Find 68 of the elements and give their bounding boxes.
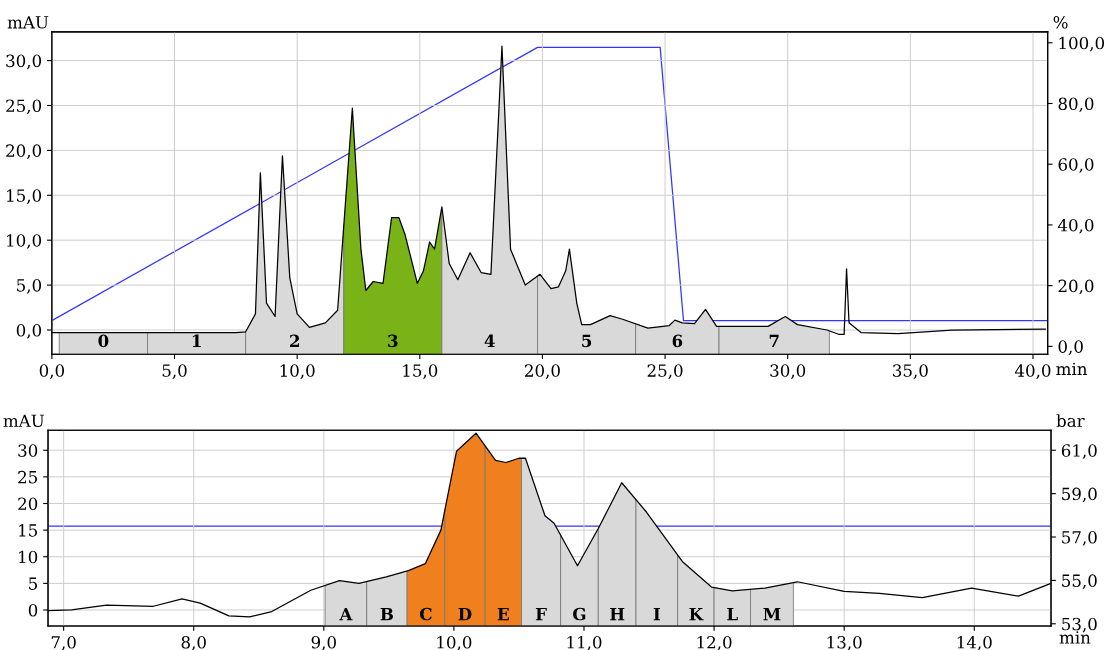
y2-tick-label: 61,0 bbox=[1061, 444, 1097, 459]
y-tick-label: 30,0 bbox=[6, 54, 42, 70]
x-tick-label: 9,0 bbox=[311, 635, 336, 650]
y2-axis-title: % bbox=[1053, 16, 1068, 29]
band-label: 6 bbox=[672, 334, 683, 348]
band-label: 3 bbox=[388, 334, 398, 348]
y-tick-label: 0,0 bbox=[16, 323, 42, 339]
x-tick-label: 35,0 bbox=[893, 364, 928, 379]
y-tick-label: 20,0 bbox=[6, 144, 42, 159]
y2-tick-label: 57,0 bbox=[1062, 530, 1097, 546]
band-label: 7 bbox=[769, 334, 779, 347]
y2-tick-label: 0,0 bbox=[1058, 340, 1083, 355]
y2-tick-label: 20,0 bbox=[1058, 279, 1094, 295]
y-tick-label: 25 bbox=[18, 470, 38, 484]
x-tick-label: 8,0 bbox=[181, 635, 206, 650]
x-axis-title: min bbox=[1056, 362, 1088, 375]
band-label: 0 bbox=[98, 334, 109, 348]
band-label: 4 bbox=[484, 334, 495, 347]
band-label: C bbox=[420, 607, 432, 621]
band-label: M bbox=[763, 607, 781, 621]
y-tick-label: 30 bbox=[18, 444, 38, 457]
y-tick-label: 0 bbox=[28, 603, 38, 617]
x-tick-label: 40,0 bbox=[1014, 364, 1051, 379]
band-label: E bbox=[497, 607, 509, 621]
y-tick-label: 5 bbox=[29, 577, 38, 590]
y2-tick-label: 100,0 bbox=[1059, 36, 1104, 52]
x-tick-label: 0,0 bbox=[39, 364, 65, 379]
x-tick-label: 7,0 bbox=[51, 635, 76, 650]
band-label: B bbox=[380, 607, 394, 621]
x-tick-label: 10,0 bbox=[437, 635, 472, 650]
x-tick-label: 10,0 bbox=[280, 364, 315, 379]
x-tick-label: 15,0 bbox=[403, 364, 438, 379]
x-tick-label: 12,0 bbox=[697, 635, 732, 650]
y-tick-label: 15,0 bbox=[7, 189, 42, 204]
band-label: 1 bbox=[192, 334, 201, 347]
y-tick-label: 15 bbox=[19, 524, 38, 537]
x-axis-title: min bbox=[1059, 631, 1091, 644]
y2-tick-label: 55,0 bbox=[1062, 574, 1097, 589]
band-label: K bbox=[689, 607, 704, 621]
band-label: H bbox=[610, 607, 625, 621]
y2-tick-label: 59,0 bbox=[1062, 487, 1097, 503]
y-tick-label: 10,0 bbox=[7, 234, 42, 249]
y2-axis-title: bar bbox=[1056, 414, 1085, 428]
band-label: I bbox=[653, 607, 660, 621]
x-tick-label: 13,0 bbox=[827, 635, 862, 650]
band-label: L bbox=[727, 607, 738, 621]
band-label: A bbox=[339, 607, 353, 621]
y-axis-title: mAU bbox=[7, 16, 49, 29]
band-label: D bbox=[458, 607, 472, 621]
y-axis-title: mAU bbox=[3, 414, 45, 428]
y-tick-label: 25,0 bbox=[6, 99, 42, 115]
x-tick-label: 5,0 bbox=[162, 364, 187, 379]
band-label: 2 bbox=[290, 334, 300, 347]
x-tick-label: 20,0 bbox=[525, 364, 560, 379]
band-label: G bbox=[573, 607, 586, 621]
x-tick-label: 25,0 bbox=[647, 364, 683, 379]
y2-tick-label: 60,0 bbox=[1058, 158, 1094, 173]
band-label: F bbox=[535, 607, 547, 621]
x-tick-label: 11,0 bbox=[567, 635, 602, 650]
y-tick-label: 5,0 bbox=[17, 279, 42, 294]
y-tick-label: 10 bbox=[19, 550, 38, 564]
x-tick-label: 14,0 bbox=[957, 635, 992, 650]
x-tick-label: 30,0 bbox=[770, 364, 806, 379]
y2-tick-label: 53,0 bbox=[1062, 617, 1097, 633]
y2-tick-label: 40,0 bbox=[1057, 218, 1094, 234]
band-label: 5 bbox=[582, 334, 592, 348]
y-tick-label: 20 bbox=[18, 497, 38, 511]
y2-tick-label: 80,0 bbox=[1058, 97, 1094, 113]
